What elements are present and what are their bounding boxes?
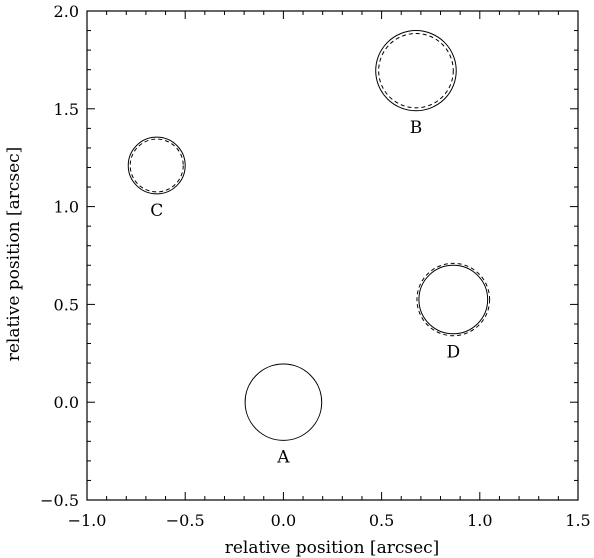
image-c-label: C bbox=[150, 201, 163, 221]
y-tick-label: −0.5 bbox=[40, 491, 79, 510]
y-tick-label: 0.5 bbox=[54, 295, 79, 314]
x-tick-label: 1.0 bbox=[467, 511, 492, 530]
y-tick-label: 1.5 bbox=[54, 100, 79, 119]
x-axis-label: relative position [arcsec] bbox=[225, 538, 440, 558]
x-tick-label: −0.5 bbox=[166, 511, 205, 530]
x-tick-label: 0.5 bbox=[369, 511, 394, 530]
image-a-label: A bbox=[276, 447, 290, 467]
image-d-dashed-circle bbox=[416, 262, 491, 337]
x-tick-label: −1.0 bbox=[68, 511, 107, 530]
y-tick-label: 0.0 bbox=[54, 393, 79, 412]
image-a-solid-circle bbox=[244, 363, 323, 441]
image-c-dashed-circle bbox=[129, 138, 184, 193]
image-c-solid-circle bbox=[127, 136, 186, 195]
image-d-solid-circle bbox=[418, 264, 489, 335]
image-b-dashed-circle bbox=[378, 32, 454, 109]
y-tick-label: 1.0 bbox=[54, 198, 79, 217]
plot-frame bbox=[86, 10, 579, 501]
y-tick-label: 2.0 bbox=[54, 2, 79, 21]
image-d-label: D bbox=[446, 343, 460, 363]
x-tick-label: 1.5 bbox=[565, 511, 590, 530]
plot-layer: −1.0 −0.5 0.0 0.5 1.0 1.5−0.50.00.51.01.52.0A… bbox=[40, 2, 591, 530]
image-b-label: B bbox=[410, 118, 423, 138]
image-b-solid-circle bbox=[375, 30, 457, 112]
y-axis-label: relative position [arcsec] bbox=[4, 147, 24, 362]
x-tick-label: 0.0 bbox=[271, 511, 296, 530]
